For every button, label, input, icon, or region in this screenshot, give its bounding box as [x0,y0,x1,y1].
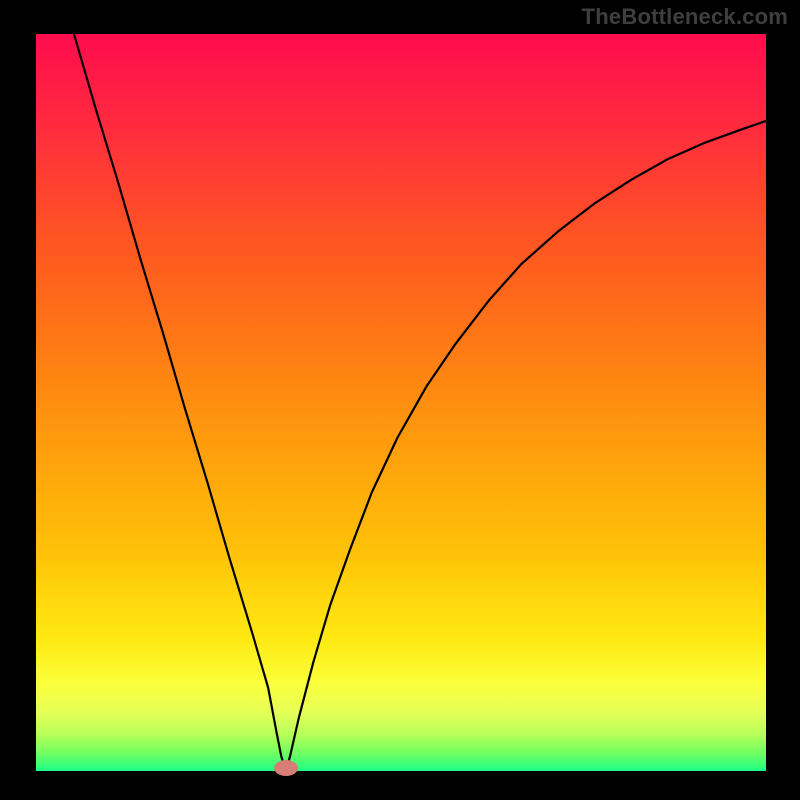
minimum-marker [274,760,298,776]
chart-container: TheBottleneck.com [0,0,800,800]
plot-background [36,34,766,771]
watermark-text: TheBottleneck.com [582,4,788,30]
